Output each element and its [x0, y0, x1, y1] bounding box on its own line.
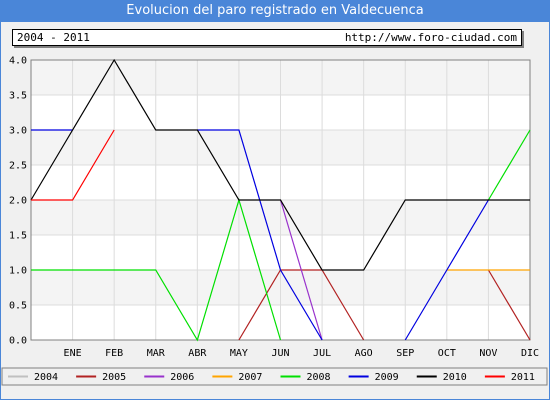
y-tick-label: 1.0 — [9, 266, 27, 277]
x-tick-label: AGO — [355, 348, 373, 359]
legend-label-2008: 2008 — [307, 372, 331, 383]
x-tick-label: SEP — [396, 348, 414, 359]
y-tick-label: 3.0 — [9, 126, 27, 137]
y-tick-label: 4.0 — [9, 56, 27, 67]
legend-label-2010: 2010 — [443, 372, 467, 383]
y-tick-label: 0.5 — [9, 301, 27, 312]
year-range-label: 2004 - 2011 — [17, 31, 90, 44]
series-line-2010 — [30, 58, 530, 271]
legend-label-2009: 2009 — [375, 372, 399, 383]
series-line-2011 — [31, 129, 115, 201]
x-tick-label: FEB — [105, 348, 123, 359]
legend-label-2006: 2006 — [170, 372, 194, 383]
legend-label-2011: 2011 — [511, 372, 535, 383]
legend-label-2004: 2004 — [34, 372, 58, 383]
x-tick-label: MAR — [147, 348, 166, 359]
series-line-2009 — [404, 199, 489, 341]
source-url-label: http://www.foro-ciudad.com — [344, 31, 517, 44]
x-tick-label: ABR — [188, 348, 207, 359]
series-line-2008 — [487, 129, 531, 201]
legend-label-2007: 2007 — [238, 372, 262, 383]
chart-title: Evolucion del paro registrado en Valdecu… — [0, 0, 550, 22]
x-tick-label: ENE — [64, 348, 82, 359]
x-tick-label: JUL — [313, 348, 331, 359]
x-tick-label: MAY — [230, 348, 248, 359]
y-tick-label: 2.5 — [9, 161, 27, 172]
y-tick-label: 3.5 — [9, 91, 27, 102]
x-tick-label: NOV — [479, 348, 497, 359]
x-tick-label: OCT — [438, 348, 456, 359]
info-box: 2004 - 2011 http://www.foro-ciudad.com — [12, 29, 522, 46]
x-tick-label: JUN — [271, 348, 289, 359]
y-tick-label: 0.0 — [9, 336, 27, 347]
legend-box — [1, 367, 548, 386]
y-tick-label: 2.0 — [9, 196, 27, 207]
series-line-2005 — [487, 269, 531, 341]
legend-label-2005: 2005 — [102, 372, 126, 383]
y-tick-label: 1.5 — [9, 231, 27, 242]
series-line-2006 — [279, 199, 323, 341]
x-tick-label: DIC — [521, 348, 539, 359]
